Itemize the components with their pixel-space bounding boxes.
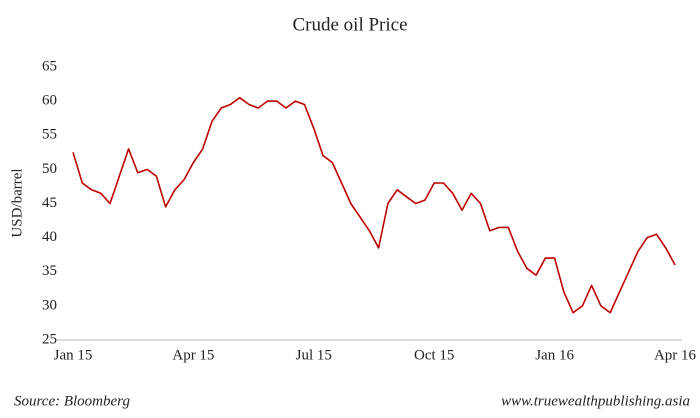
- x-tick-label: Oct 15: [414, 347, 454, 363]
- y-tick-label: 65: [42, 58, 57, 74]
- y-tick-label: 35: [42, 263, 57, 279]
- credit: www.truewealthpublishing.asia: [501, 393, 690, 409]
- y-tick-label: 50: [42, 161, 57, 177]
- y-tick-label: 55: [42, 127, 57, 143]
- price-line: [72, 96, 676, 314]
- x-tick-label: Jul 15: [296, 347, 332, 363]
- y-tick-label: 40: [42, 229, 57, 245]
- chart-title: Crude oil Price: [292, 14, 407, 35]
- y-axis-label: USD/barrel: [9, 168, 25, 237]
- y-tick-label: 45: [42, 195, 57, 211]
- y-tick-label: 25: [42, 331, 57, 347]
- y-tick-label: 30: [42, 297, 57, 313]
- y-tick-label: 60: [42, 93, 57, 109]
- x-tick-label: Jan 15: [54, 347, 93, 363]
- x-tick-label: Apr 15: [172, 347, 214, 363]
- x-tick-label: Apr 16: [654, 347, 697, 363]
- x-tick-label: Jan 16: [535, 347, 574, 363]
- source: Source: Bloomberg: [14, 393, 130, 409]
